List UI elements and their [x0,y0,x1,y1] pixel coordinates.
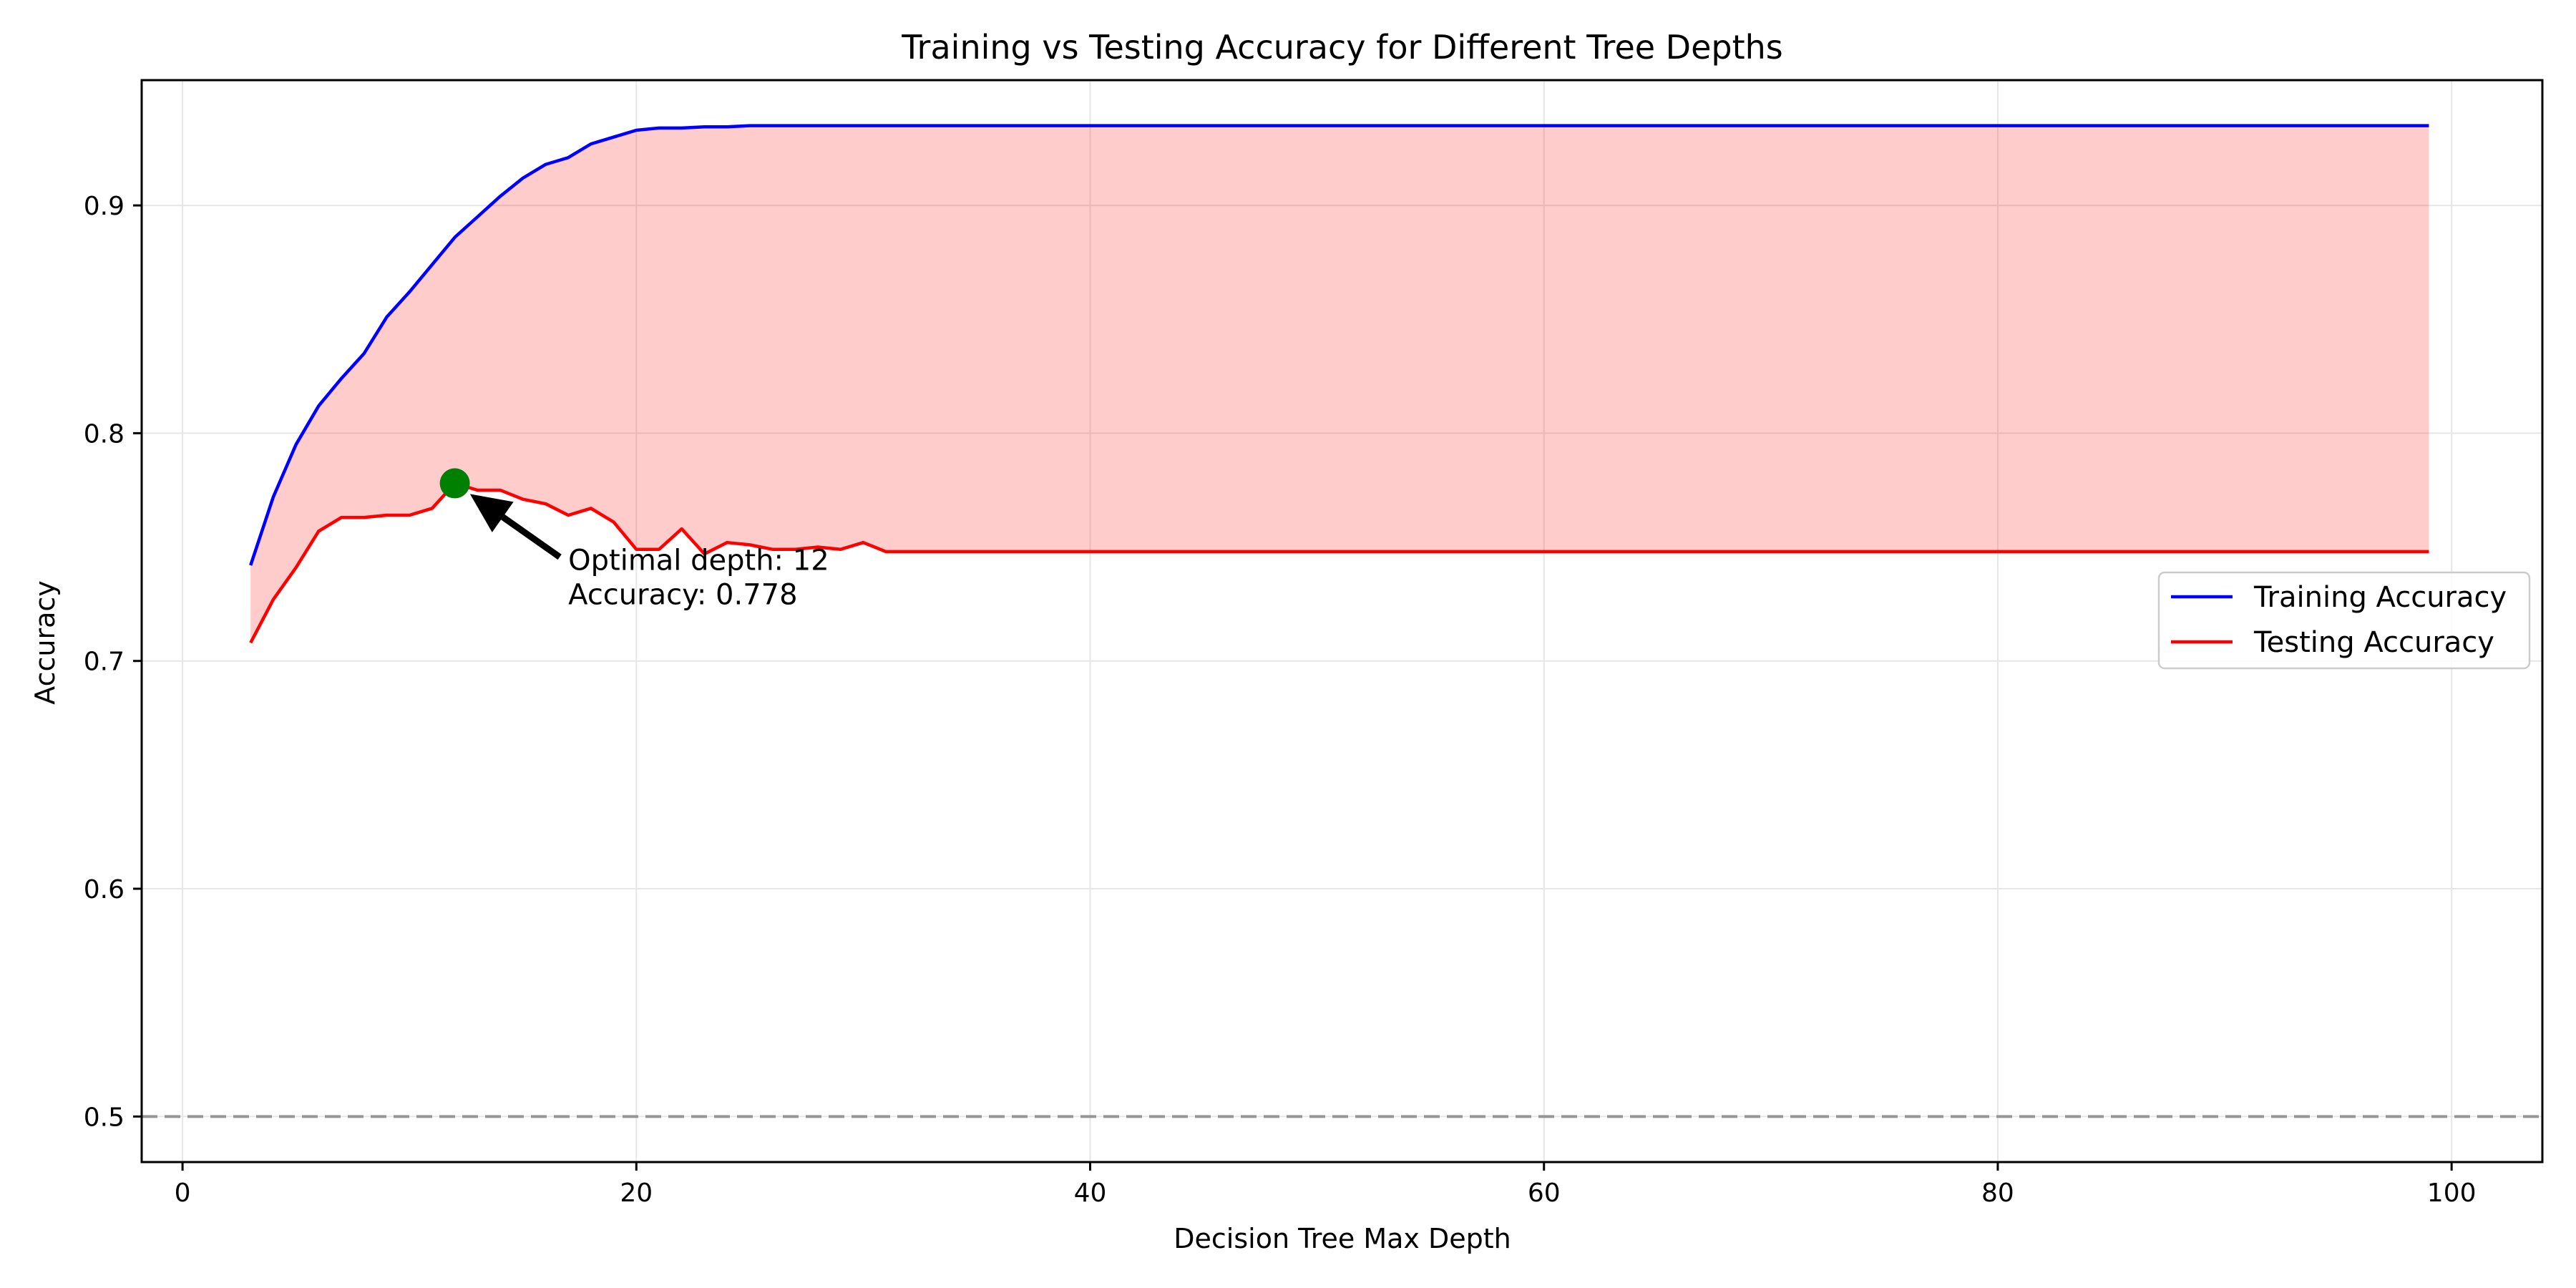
x-tick-label: 0 [175,1179,191,1208]
y-tick-label: 0.5 [84,1103,125,1132]
legend-label-training: Training Accuracy [2253,581,2507,614]
x-tick-label: 20 [620,1179,653,1208]
y-axis-label: Accuracy [29,580,61,705]
y-tick-label: 0.6 [84,875,125,904]
optimal-marker [439,468,470,499]
fill-between-area [250,125,2429,643]
legend-box [2157,571,2531,670]
chart-title: Training vs Testing Accuracy for Differe… [901,28,1783,67]
x-tick-label: 80 [1981,1179,2014,1208]
testing-accuracy-line [249,482,2429,644]
y-ticks: 0.5 0.6 0.7 0.8 0.9 [84,192,142,1132]
fill-between-polygon [250,125,2429,643]
axes-border [140,79,2544,1163]
x-tick-label: 40 [1074,1179,1107,1208]
annotation-arrow-shaft [501,514,562,560]
annotation-text-line1: Optimal depth: 12 [568,544,829,577]
annotation-arrow [469,494,562,560]
y-tick-label: 0.8 [84,419,125,449]
series-lines [249,124,2429,644]
x-axis-label: Decision Tree Max Depth [1174,1223,1511,1254]
x-tick-label: 100 [2427,1179,2477,1208]
legend: Training Accuracy Testing Accuracy [2157,571,2531,670]
y-tick-label: 0.7 [84,648,125,677]
annotation-arrow-head [469,494,514,532]
axes-frame [140,79,2544,1163]
annotation-text-line2: Accuracy: 0.778 [568,578,797,611]
x-tick-label: 60 [1528,1179,1561,1208]
legend-label-testing: Testing Accuracy [2253,626,2494,659]
training-accuracy-line [249,124,2429,566]
optimal-point-marker [439,468,470,499]
x-ticks: 0 20 40 60 80 100 [175,1162,2477,1208]
y-tick-label: 0.9 [84,192,125,221]
